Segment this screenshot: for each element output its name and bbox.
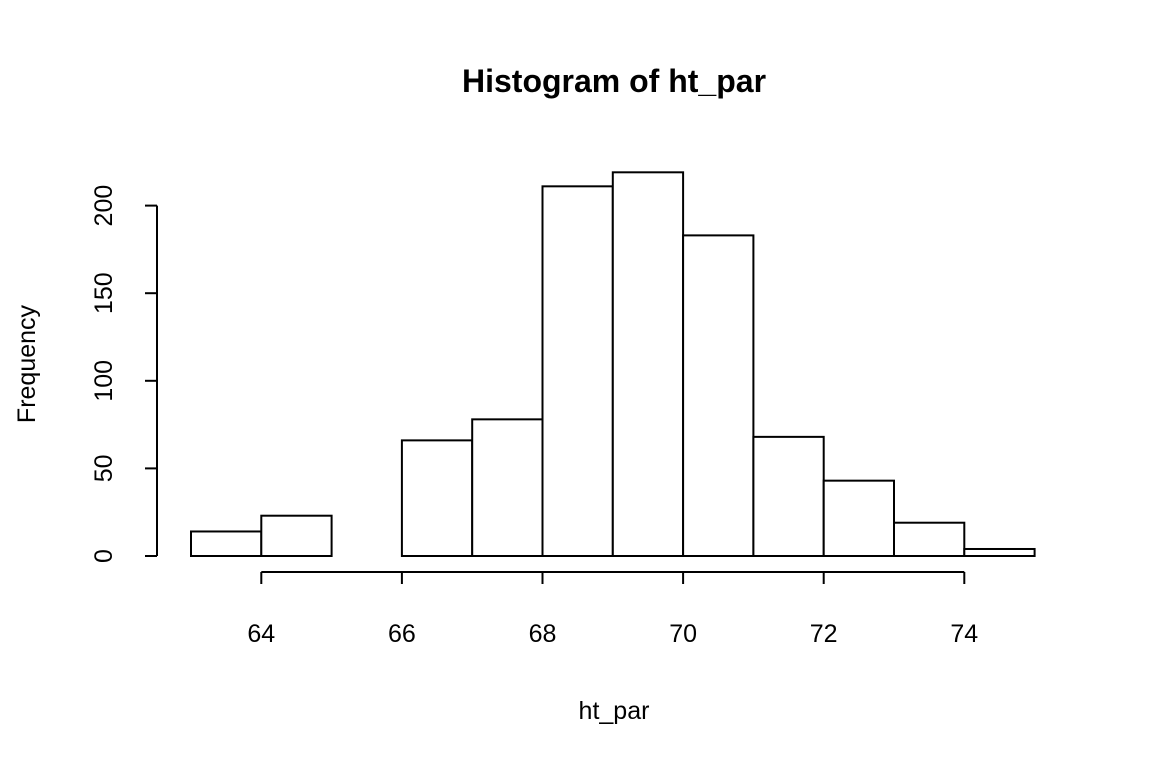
x-axis: 64 66 68 70 72 74 [247, 571, 978, 648]
histogram-bar-11 [963, 547, 1036, 558]
chart-title: Histogram of ht_par [462, 63, 766, 99]
histogram-bar-3 [400, 439, 474, 558]
y-tick-label-2: 100 [90, 360, 118, 402]
x-tick-label-4: 72 [810, 620, 838, 648]
x-tick-label-0: 64 [247, 620, 275, 648]
histogram-bar-10 [893, 521, 966, 557]
histogram-bar-7 [682, 234, 755, 557]
y-tick-label-0: 0 [90, 549, 118, 563]
histogram-bar-4 [471, 418, 544, 557]
y-tick-label-1: 50 [90, 454, 118, 482]
histogram-bar-9 [822, 479, 896, 557]
bars-group [190, 171, 1036, 558]
x-tick-label-3: 70 [669, 620, 697, 648]
x-tick-label-1: 66 [388, 620, 416, 648]
histogram-bar-0 [190, 530, 263, 557]
y-axis: 0 50 100 150 200 [90, 185, 158, 563]
histogram-bar-6 [611, 171, 685, 557]
x-tick-label-2: 68 [529, 620, 557, 648]
y-tick-label-4: 200 [90, 185, 118, 227]
y-tick-label-3: 150 [90, 272, 118, 314]
y-axis-label: Frequency [13, 304, 41, 423]
x-tick-label-5: 74 [950, 620, 978, 648]
histogram-bar-1 [260, 514, 333, 557]
histogram-bar-8 [752, 435, 825, 558]
histogram-bar-5 [541, 185, 614, 557]
x-axis-label: ht_par [579, 697, 650, 725]
